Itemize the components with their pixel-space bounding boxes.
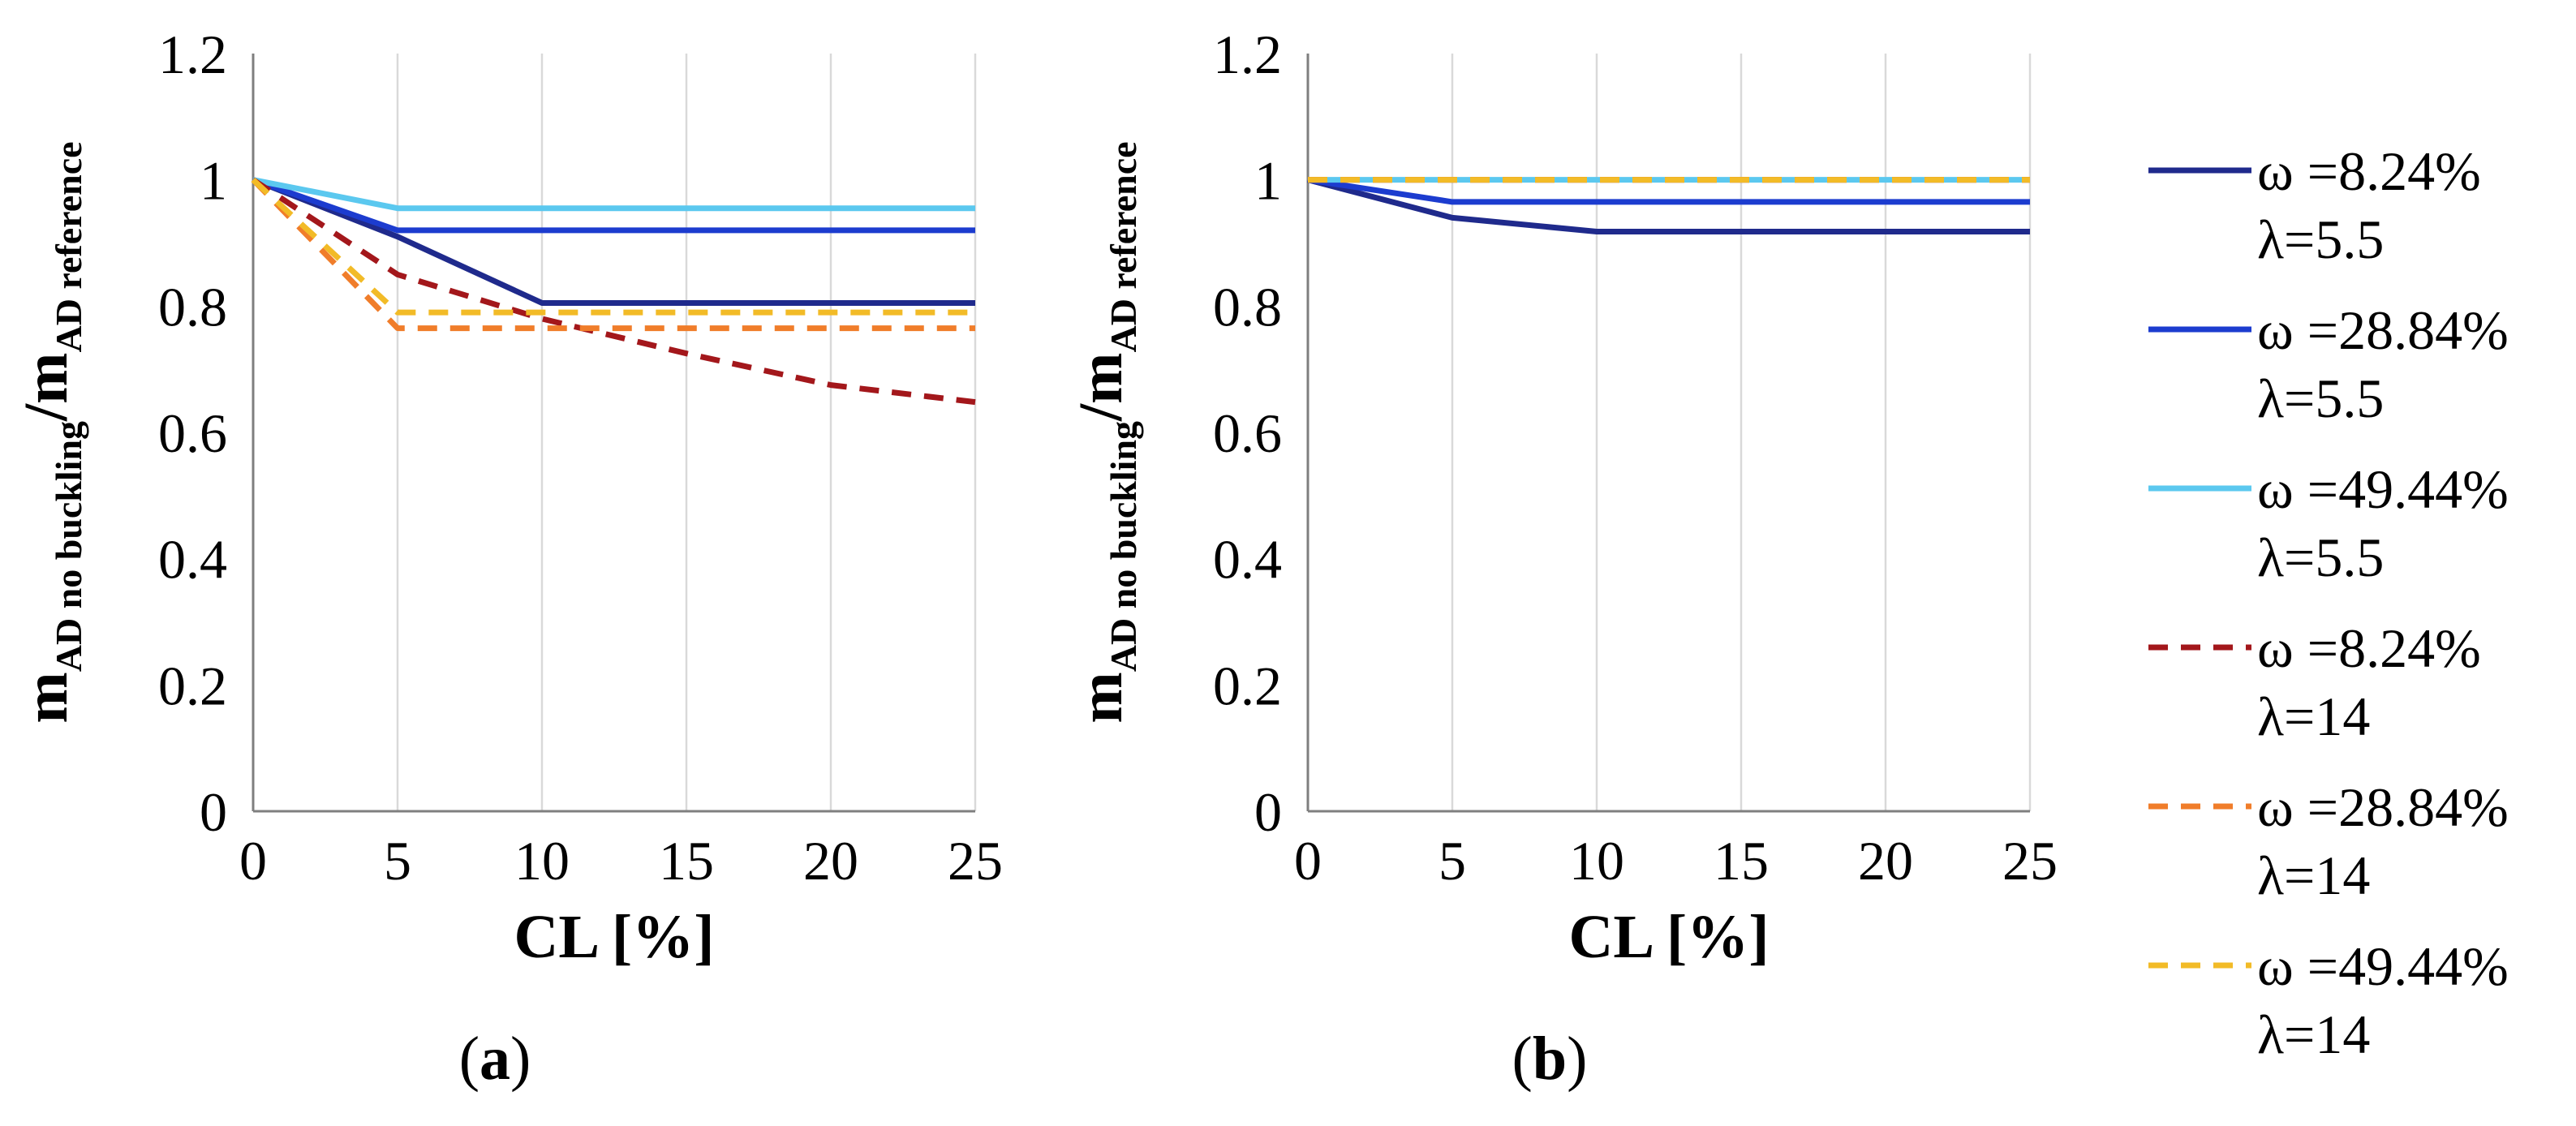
y-tick-label: 1 xyxy=(200,150,227,212)
series-line xyxy=(252,177,975,306)
axis-label-part: AD reference xyxy=(48,141,89,352)
x-tick-label: 10 xyxy=(514,830,570,892)
legend-label-line1: ω =49.44% xyxy=(2257,458,2509,520)
chart-b: 0 0.2 0.4 0.6 0.8 1 1.2 0 5 10 15 20 25 CL [%] mAD no … xyxy=(1067,24,2058,1093)
x-tick-label: 5 xyxy=(384,830,411,892)
y-tick-label: 0.8 xyxy=(158,276,227,337)
series-line xyxy=(251,178,975,332)
x-tick-label: 0 xyxy=(1294,830,1322,892)
series-line xyxy=(252,177,976,406)
legend-label-line1: ω =8.24% xyxy=(2257,617,2481,679)
series-line xyxy=(251,178,975,316)
x-tick-label: 25 xyxy=(2002,830,2058,892)
axis-label-part: /m xyxy=(1067,353,1135,422)
legend-label-line2: λ=14 xyxy=(2257,1004,2370,1065)
x-tick-label: 20 xyxy=(1858,830,1913,892)
axis-label-part: m xyxy=(12,672,80,723)
y-tick-label: 0.4 xyxy=(158,529,227,591)
legend-label-line1: ω =28.84% xyxy=(2257,299,2509,361)
x-tick-label: 15 xyxy=(1714,830,1769,892)
legend: ω =8.24%λ=5.5ω =28.84%λ=5.5ω =49.44%λ=5.… xyxy=(2148,140,2509,1065)
panel-label-open: ( xyxy=(459,1025,480,1093)
x-tick-label: 25 xyxy=(948,830,1003,892)
x-axis-label: CL [%] xyxy=(1569,903,1770,971)
y-axis-label: mAD no buckling/mAD reference xyxy=(1067,141,1144,723)
series-line xyxy=(252,177,975,212)
legend-label-line1: ω =49.44% xyxy=(2257,935,2509,997)
legend-label-line2: λ=5.5 xyxy=(2257,367,2384,429)
panel-label-letter: b xyxy=(1533,1025,1567,1093)
y-tick-label: 1.2 xyxy=(1213,24,1282,85)
y-tick-label: 0.8 xyxy=(1213,276,1282,337)
y-tick-label: 0.6 xyxy=(158,402,227,464)
series-line xyxy=(1307,177,2030,205)
y-tick-label: 1 xyxy=(1254,150,1282,212)
axis-label-part: AD no buckling xyxy=(48,421,89,672)
panel-label-open: ( xyxy=(1512,1025,1533,1093)
legend-label-line2: λ=5.5 xyxy=(2257,526,2384,588)
x-tick-label: 10 xyxy=(1569,830,1624,892)
panel-label: (a) xyxy=(459,1025,531,1093)
legend-label-line2: λ=5.5 xyxy=(2257,208,2384,270)
legend-label-line2: λ=14 xyxy=(2257,685,2370,747)
panel-label-close: ) xyxy=(510,1025,531,1093)
x-tick-label: 15 xyxy=(659,830,714,892)
y-tick-label: 0.6 xyxy=(1213,402,1282,464)
axis-label-part: AD reference xyxy=(1103,141,1144,352)
axis-label-part: m xyxy=(1067,672,1135,723)
panel-label: (b) xyxy=(1512,1025,1588,1093)
legend-label-line1: ω =28.84% xyxy=(2257,776,2509,838)
x-tick-label: 20 xyxy=(803,830,858,892)
y-tick-label: 0.2 xyxy=(158,655,227,716)
y-tick-label: 0 xyxy=(1254,781,1282,843)
panel-label-letter: a xyxy=(480,1025,510,1093)
series-line xyxy=(252,177,975,234)
y-axis-label: mAD no buckling/mAD reference xyxy=(12,141,89,723)
y-tick-label: 1.2 xyxy=(158,24,227,85)
y-tick-label: 0.2 xyxy=(1213,655,1282,716)
axis-label-part: AD no buckling xyxy=(1103,421,1144,672)
x-axis-label: CL [%] xyxy=(514,903,715,971)
x-tick-label: 0 xyxy=(239,830,267,892)
panel-label-close: ) xyxy=(1567,1025,1587,1093)
y-tick-label: 0 xyxy=(200,781,227,843)
y-tick-label: 0.4 xyxy=(1213,529,1282,591)
x-tick-label: 5 xyxy=(1439,830,1466,892)
axis-label-part: /m xyxy=(12,353,80,422)
chart-a: 0 0.2 0.4 0.6 0.8 1 1.2 0 5 10 15 20 25 CL [%] mAD no … xyxy=(12,24,1003,1093)
series-line xyxy=(1307,177,2030,234)
legend-label-line2: λ=14 xyxy=(2257,844,2370,906)
legend-label-line1: ω =8.24% xyxy=(2257,140,2481,202)
